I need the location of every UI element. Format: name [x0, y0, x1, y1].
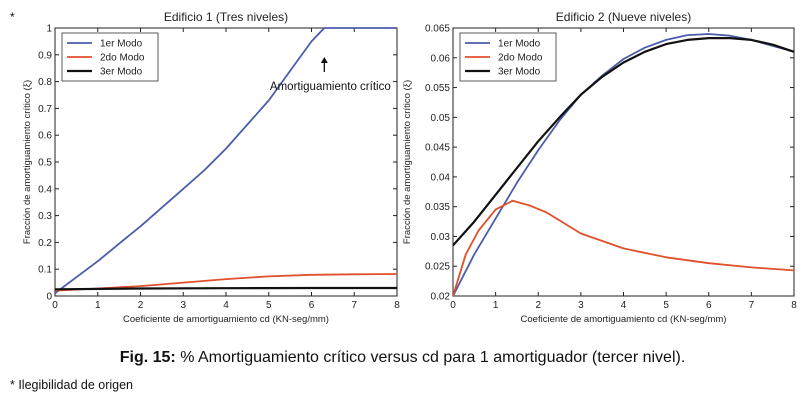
- chart-2-x-tick-label: 8: [791, 300, 797, 311]
- chart-2-legend-label-1: 1er Modo: [498, 39, 541, 50]
- chart-2-y-tick-label: 0.06: [431, 53, 451, 64]
- chart-1-x-tick-label: 6: [309, 300, 315, 311]
- chart-2-x-tick-label: 2: [535, 300, 541, 311]
- chart-2-series-line-2: [453, 199, 794, 296]
- chart-2-title: Edificio 2 (Nueve niveles): [556, 10, 691, 24]
- chart-2-legend-label-3: 3er Modo: [498, 67, 541, 78]
- chart-1-x-tick-label: 2: [138, 300, 144, 311]
- chart-1-y-tick-label: 0.9: [38, 50, 52, 61]
- chart-1-y-tick-label: 0.1: [38, 265, 52, 276]
- chart-edificio-2: Edificio 2 (Nueve niveles) 0 1 2 3 4 5 6 7 8 0.02 0…: [402, 10, 797, 325]
- chart-2-x-tick-label: 5: [663, 300, 669, 311]
- chart-1-annotation-text: Amortiguamiento crítico: [270, 81, 391, 93]
- chart-1-series-line-3: [55, 286, 397, 291]
- chart-1-title: Edificio 1 (Tres niveles): [164, 10, 288, 24]
- chart-2-series-line-1: [453, 33, 794, 296]
- chart-2-x-tick-label: 3: [578, 300, 584, 311]
- chart-2-x-tick-label: 4: [621, 300, 627, 311]
- chart-1-legend-label-2: 2do Modo: [100, 53, 145, 64]
- chart-1-y-tick-label: 0.3: [38, 211, 52, 222]
- chart-2-y-tick-label: 0.05: [431, 113, 451, 124]
- chart-1-x-tick-label: 3: [180, 300, 186, 311]
- chart-2-x-axis-label: Coeficiente de amortiguamiento cd (KN-se…: [521, 314, 727, 325]
- chart-2-x-tick-label: 6: [706, 300, 712, 311]
- caption-label: Fig. 15:: [119, 349, 176, 366]
- chart-1-x-tick-label: 8: [394, 300, 400, 311]
- chart-1-x-tick-label: 5: [266, 300, 272, 311]
- figure-caption: Fig. 15: % Amortiguamiento crítico versu…: [0, 349, 805, 367]
- chart-2-series-line-3: [453, 36, 794, 247]
- chart-2-y-tick-label: 0.04: [431, 172, 451, 183]
- footnote: * Ilegibilidad de origen: [10, 378, 134, 392]
- chart-1-x-axis-label: Coeficiente de amortiguamiento cd (KN-se…: [123, 314, 329, 325]
- chart-edificio-1: Edificio 1 (Tres niveles) 0 1 2 3 4 5 6 7 8 0 0.1 0.…: [22, 10, 400, 325]
- chart-1-y-tick-label: 0.5: [38, 158, 52, 169]
- chart-1-x-tick-label: 1: [95, 300, 101, 311]
- chart-1-y-tick-label: 0.6: [38, 131, 52, 142]
- chart-1-series-line-1: [55, 27, 397, 295]
- caption-text: % Amortiguamiento crítico versus cd para…: [180, 349, 686, 366]
- chart-2-legend-label-2: 2do Modo: [498, 53, 543, 64]
- chart-1-y-axis-label: Fracción de amortiguamiento crítico (ξ): [22, 80, 33, 244]
- chart-2-x-tick-label: 1: [493, 300, 499, 311]
- chart-2-y-axis-label: Fracción de amortiguamiento crítico (ξ): [402, 80, 413, 244]
- chart-1-legend-label-1: 1er Modo: [100, 39, 143, 50]
- chart-1-x-tick-label: 7: [351, 300, 357, 311]
- chart-1-y-tick-label: 0.2: [38, 238, 52, 249]
- chart-2-y-tick-label: 0.025: [425, 262, 450, 273]
- chart-1-legend-label-3: 3er Modo: [100, 67, 143, 78]
- illegibility-mark: *: [10, 10, 15, 24]
- chart-2-y-tick-label: 0.045: [425, 143, 450, 154]
- chart-2-x-tick-label: 7: [749, 300, 755, 311]
- chart-2-y-tick-label: 0.055: [425, 83, 450, 94]
- chart-1-annotation-arrowhead: [320, 57, 328, 63]
- chart-1-x-tick-label: 0: [52, 300, 58, 311]
- chart-1-y-tick-label: 0.8: [38, 77, 52, 88]
- chart-2-y-tick-label: 0.03: [431, 232, 451, 243]
- chart-1-y-tick-label: 0: [46, 292, 52, 303]
- chart-2-y-tick-label: 0.065: [425, 24, 450, 35]
- chart-1-x-tick-label: 4: [223, 300, 229, 311]
- chart-2-y-tick-label: 0.02: [431, 292, 451, 303]
- chart-2-y-tick-label: 0.035: [425, 202, 450, 213]
- chart-1-y-tick-label: 0.7: [38, 104, 52, 115]
- chart-2-x-tick-label: 0: [450, 300, 456, 311]
- chart-1-y-tick-label: 0.4: [38, 184, 52, 195]
- chart-1-y-tick-label: 1: [46, 24, 52, 35]
